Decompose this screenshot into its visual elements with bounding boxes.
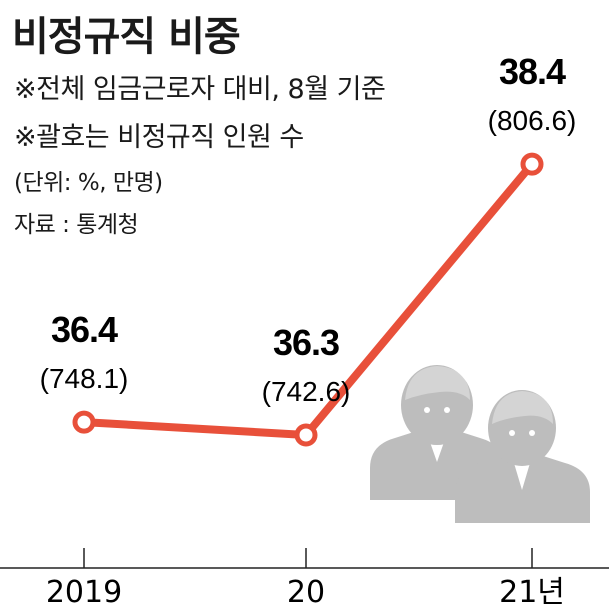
data-point bbox=[294, 423, 318, 447]
page-title: 비정규직 비중 bbox=[12, 14, 241, 60]
data-point bbox=[72, 410, 96, 434]
x-tick-label: 2019 bbox=[46, 575, 122, 609]
notes-block: ※전체 임금근로자 대비, 8월 기준 ※괄호는 비정규직 인원 수 (단위: … bbox=[14, 66, 386, 246]
data-label-value: 36.3 bbox=[273, 322, 339, 363]
x-tick-label: 20 bbox=[287, 575, 325, 609]
data-label-count: (806.6) bbox=[488, 105, 577, 136]
note-parentheses: ※괄호는 비정규직 인원 수 bbox=[14, 122, 304, 153]
unit-note: (단위: %, 만명) bbox=[14, 170, 163, 196]
data-label-count: (748.1) bbox=[40, 363, 129, 394]
source-note: 자료 : 통계청 bbox=[14, 212, 139, 238]
data-point bbox=[520, 152, 544, 176]
data-label-count: (742.6) bbox=[262, 376, 351, 407]
data-label-value: 38.4 bbox=[499, 51, 566, 92]
data-label-value: 36.4 bbox=[51, 309, 118, 350]
people-icon bbox=[370, 365, 590, 523]
x-tick-label: 21년 bbox=[499, 575, 565, 609]
note-basis: ※전체 임금근로자 대비, 8월 기준 bbox=[14, 74, 386, 105]
